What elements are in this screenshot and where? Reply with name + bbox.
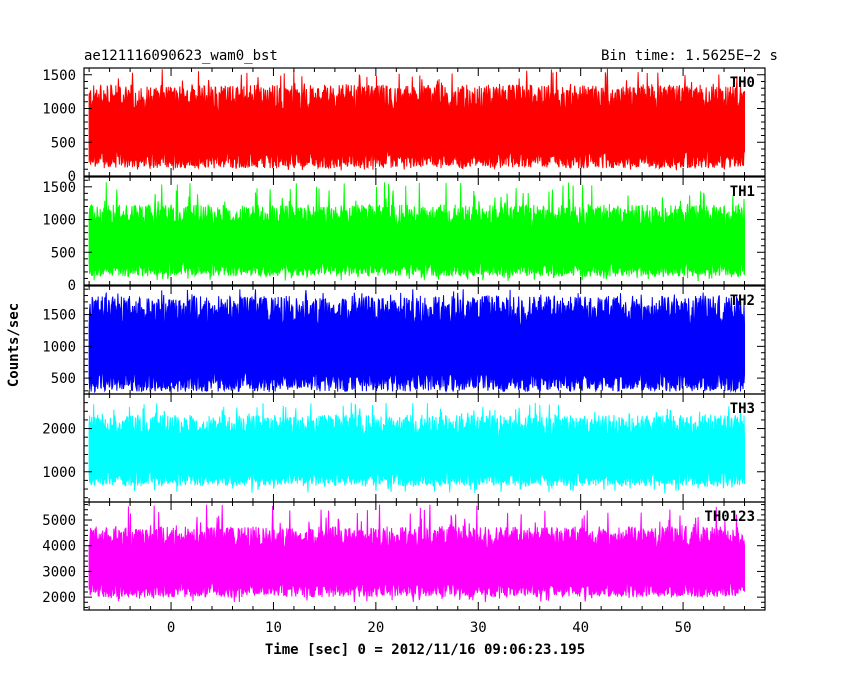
panel-th2: TH2 500 1000 1500: [42, 285, 766, 395]
panel-th0: TH0 0 500 1000 1500: [42, 67, 766, 185]
series-th3: [88, 402, 746, 494]
y-tick-label: 1000: [42, 465, 76, 481]
y-tick-label: 500: [51, 245, 76, 261]
x-tick-label: 30: [470, 620, 487, 636]
y-axis-title: Counts/sec: [6, 303, 22, 387]
x-tick-label: 0: [167, 620, 175, 636]
y-tick-label: 0: [68, 278, 76, 294]
y-tick-label: 2000: [42, 590, 76, 606]
y-tick-label: 1500: [42, 180, 76, 196]
series-th1: [88, 182, 746, 282]
panel-th1: TH1 0 500 1000 1500: [42, 176, 766, 294]
panels: TH0 0 500 1000 1500 TH1 0 500 1000 1500 TH2 500 1000…: [42, 67, 766, 611]
y-tick-label: 1500: [42, 68, 76, 84]
panel-label-th0123: TH0123: [704, 509, 755, 525]
panel-th3: TH3 1000 2000: [42, 393, 766, 503]
x-tick-label: 10: [265, 620, 282, 636]
series-th0: [88, 68, 746, 171]
y-tick-label: 1000: [42, 339, 76, 355]
y-tick-label: 1500: [42, 308, 76, 324]
y-tick-label: 5000: [42, 513, 76, 529]
y-tick-label: 2000: [42, 422, 76, 438]
panel-th0123: TH0123 2000 3000 4000 5000: [42, 501, 766, 611]
panel-label-th3: TH3: [730, 401, 755, 417]
y-tick-label: 1000: [42, 102, 76, 118]
x-axis-title: Time [sec] 0 = 2012/11/16 09:06:23.195: [265, 642, 585, 658]
y-tick-label: 3000: [42, 564, 76, 580]
chart-title: ae121116090623_wam0_bst: [84, 48, 278, 64]
x-tick-labels: 0 10 20 30 40 50: [167, 620, 692, 636]
x-tick-label: 50: [675, 620, 692, 636]
y-tick-label: 4000: [42, 539, 76, 555]
y-tick-label: 0: [68, 169, 76, 185]
series-th0123: [88, 504, 746, 603]
series-th2: [88, 289, 746, 394]
y-tick-label: 500: [51, 371, 76, 387]
x-tick-label: 40: [572, 620, 589, 636]
panel-label-th2: TH2: [730, 293, 755, 309]
panel-label-th0: TH0: [730, 75, 755, 91]
y-tick-label: 500: [51, 135, 76, 151]
y-tick-label: 1000: [42, 213, 76, 229]
x-tick-label: 20: [367, 620, 384, 636]
panel-frame: [83, 176, 766, 286]
panel-label-th1: TH1: [730, 184, 755, 200]
bin-time-label: Bin time: 1.5625E−2 s: [601, 48, 778, 64]
